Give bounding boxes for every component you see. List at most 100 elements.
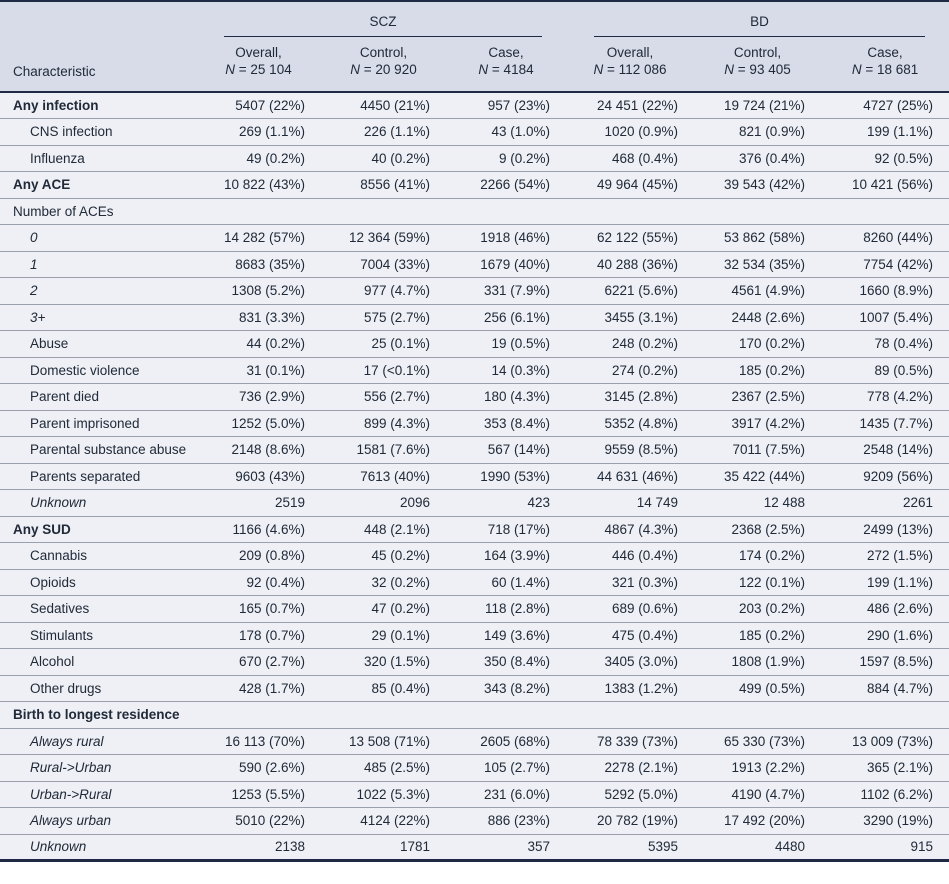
cell-value: 25 (0.1%) [321, 330, 446, 357]
cell-value: 92 (0.4%) [196, 568, 321, 596]
cell-value: 5010 (22%) [196, 807, 321, 834]
cell-value: 165 (0.7%) [196, 595, 321, 622]
column-header-scz-overall: Overall, N = 25 104 [196, 37, 321, 92]
cell-value: 24 451 (22%) [596, 98, 679, 113]
table-row: Influenza 49 (0.2%) 40 (0.2%) 9 (0.2%) 4… [0, 144, 949, 172]
row-label: 2 [0, 277, 196, 304]
cell-value: 174 (0.2%) [694, 542, 822, 569]
cell-value: 45 (0.2%) [321, 542, 446, 569]
cell-value: 556 (2.7%) [321, 383, 446, 410]
cell-value: 290 (1.6%) [821, 621, 949, 649]
cell-value: 831 (3.3%) [196, 303, 321, 331]
cell-value: 567 (14%) [446, 436, 567, 463]
cell-value: 149 (3.6%) [446, 621, 567, 649]
table-row: Urban->Rural 1253 (5.5%) 1022 (5.3%) 231… [0, 780, 949, 808]
cell-value: 43 (1.0%) [446, 118, 567, 145]
row-label: Always urban [0, 807, 196, 834]
cell-value: 13 508 (71%) [321, 727, 446, 755]
cell-value: 65 330 (73%) [694, 727, 822, 755]
row-label: Influenza [0, 144, 196, 172]
cell-value [321, 197, 446, 225]
cell-value: 353 (8.4%) [446, 409, 567, 437]
table-row: 0 14 282 (57%) 12 364 (59%) 1918 (46%) 6… [0, 224, 949, 251]
row-label: Number of ACEs [0, 197, 196, 225]
cell-value: 4480 [694, 833, 822, 861]
cell-value: 357 [446, 833, 567, 861]
cell-value: 2519 [196, 489, 321, 516]
cell-value: 32 534 (35%) [694, 250, 822, 278]
cell-value: 448 (2.1%) [321, 515, 446, 543]
column-header-scz-case: Case, N = 4184 [446, 37, 567, 92]
cell-value: 1007 (5.4%) [821, 303, 949, 331]
cell-value: 1253 (5.5%) [196, 780, 321, 808]
row-label: Opioids [0, 568, 196, 596]
row-label: Stimulants [0, 621, 196, 649]
cell-value: 40 (0.2%) [321, 144, 446, 172]
cell-value: 736 (2.9%) [196, 383, 321, 410]
column-n-label: N = 25 104 [225, 62, 292, 78]
cell-value: 256 (6.1%) [446, 303, 567, 331]
cell-value: 19 724 (21%) [723, 98, 806, 113]
row-label: 1 [0, 250, 196, 278]
column-label: Control, [733, 45, 782, 61]
cell-value [446, 701, 567, 728]
cell-value: 274 (0.2%) [566, 356, 695, 384]
column-header-bd-overall: Overall, N = 112 086 [566, 37, 695, 92]
cell-value: 886 (23%) [446, 807, 567, 834]
cell-value: 1781 [321, 833, 446, 861]
cell-value: 2605 (68%) [446, 727, 567, 755]
row-label: 0 [0, 224, 196, 251]
cell-value: 272 (1.5%) [821, 542, 949, 569]
cell-value: 977 (4.7%) [321, 277, 446, 304]
cell-value: 689 (0.6%) [566, 595, 695, 622]
cell-value: 164 (3.9%) [446, 542, 567, 569]
cell-value: 590 (2.6%) [196, 754, 321, 781]
column-label: Overall, [235, 45, 282, 61]
row-label: Other drugs [0, 674, 196, 702]
column-n-label: N = 93 405 [724, 62, 791, 78]
cell-value: 1166 (4.6%) [196, 515, 321, 543]
row-label: Parental substance abuse [0, 436, 196, 463]
cell-value [694, 701, 822, 728]
row-label: Alcohol [0, 648, 196, 675]
cell-value: 670 (2.7%) [196, 648, 321, 675]
row-label: Sedatives [0, 595, 196, 622]
row-label: Any infection [13, 98, 99, 113]
cell-value [196, 701, 321, 728]
column-n-label: N = 20 920 [350, 62, 417, 78]
table-row: Cannabis 209 (0.8%) 45 (0.2%) 164 (3.9%)… [0, 542, 949, 569]
column-header-scz-control: Control, N = 20 920 [321, 37, 446, 92]
cell-value: 376 (0.4%) [694, 144, 822, 172]
table-row: Unknown 2519 2096 423 14 749 12 488 2261 [0, 489, 949, 516]
cell-value: 9 (0.2%) [446, 144, 567, 172]
cell-value: 1252 (5.0%) [196, 409, 321, 437]
table-row: Always urban 5010 (22%) 4124 (22%) 886 (… [0, 807, 949, 834]
table-row: 2 1308 (5.2%) 977 (4.7%) 331 (7.9%) 6221… [0, 277, 949, 304]
cell-value: 884 (4.7%) [821, 674, 949, 702]
cell-value: 9603 (43%) [196, 462, 321, 490]
row-label: Abuse [0, 330, 196, 357]
column-label: Control, [359, 45, 408, 61]
cell-value: 1808 (1.9%) [694, 648, 822, 675]
cell-value: 4561 (4.9%) [694, 277, 822, 304]
cell-value: 5407 (22%) [235, 98, 305, 113]
cell-value: 60 (1.4%) [446, 568, 567, 596]
cell-value: 44 (0.2%) [196, 330, 321, 357]
table-row: Stimulants 178 (0.7%) 29 (0.1%) 149 (3.6… [0, 621, 949, 649]
cell-value: 821 (0.9%) [694, 118, 822, 145]
table-row: Parent imprisoned 1252 (5.0%) 899 (4.3%)… [0, 409, 949, 437]
table-row: Parent died 736 (2.9%) 556 (2.7%) 180 (4… [0, 383, 949, 410]
row-label: CNS infection [0, 118, 196, 145]
cell-value: 3405 (3.0%) [566, 648, 695, 675]
cell-value: 53 862 (58%) [694, 224, 822, 251]
cell-value: 13 009 (73%) [821, 727, 949, 755]
row-label: Unknown [0, 489, 196, 516]
cell-value [694, 197, 822, 225]
cell-value: 203 (0.2%) [694, 595, 822, 622]
group-label-bd: BD [594, 14, 926, 37]
cell-value: 4190 (4.7%) [694, 780, 822, 808]
table-row: Parents separated 9603 (43%) 7613 (40%) … [0, 462, 949, 490]
cell-value: 320 (1.5%) [321, 648, 446, 675]
cell-value: 4727 (25%) [863, 98, 934, 113]
column-n-label: N = 18 681 [851, 62, 919, 78]
